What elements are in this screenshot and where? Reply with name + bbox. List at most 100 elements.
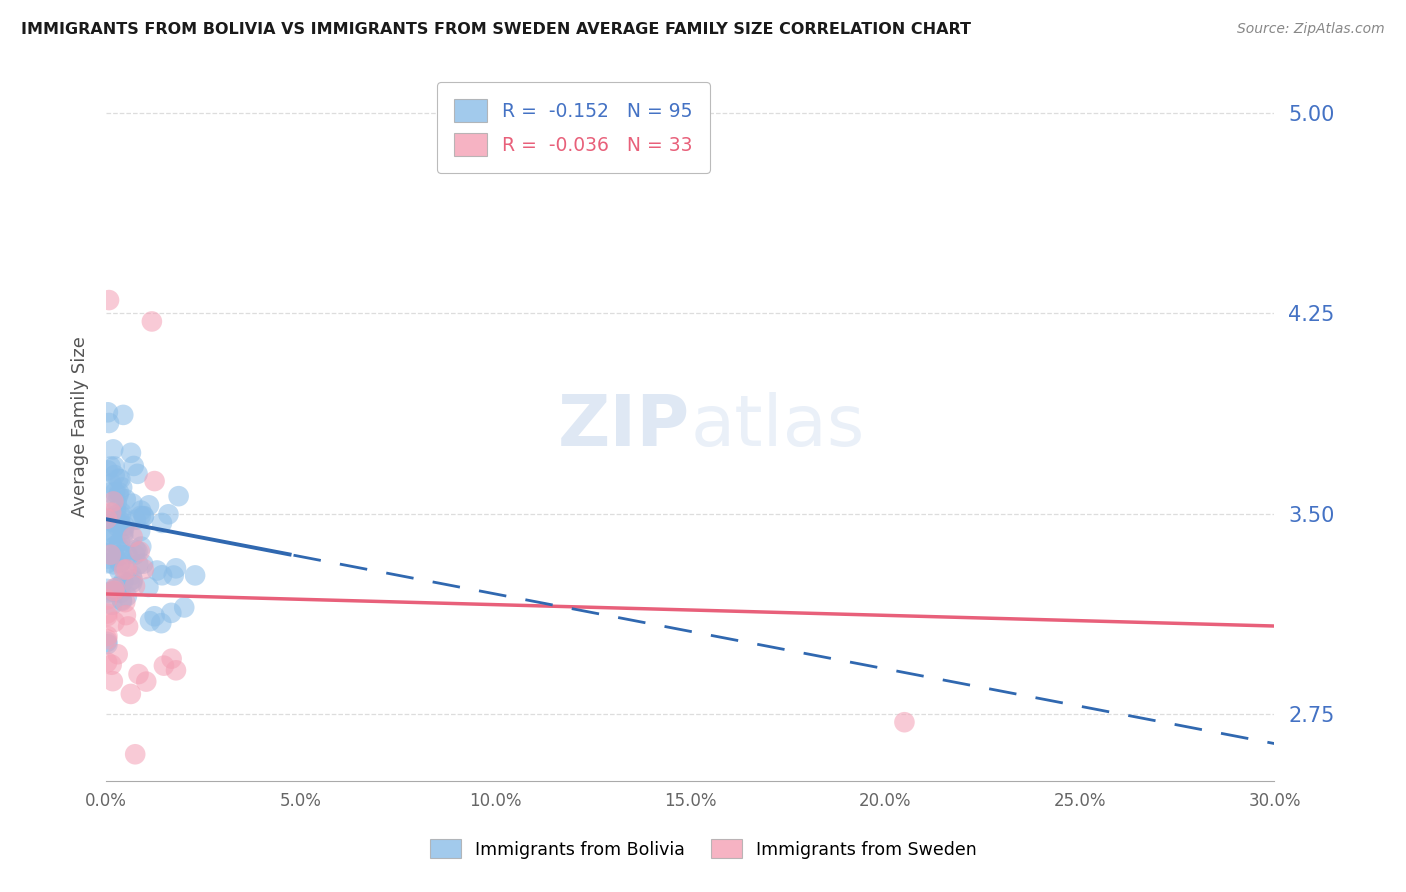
Point [121,497,143,511]
Point [104,468,127,483]
Point [97,551,120,566]
Point [96,582,118,596]
Point [98,485,121,500]
Point [165,663,187,677]
Point [150,568,173,582]
Point [150,516,173,530]
Point [117,548,139,562]
Point [173,600,195,615]
Point [107,540,129,554]
Point [103,516,125,530]
Point [121,573,143,587]
Point [96,632,118,647]
Point [103,584,125,599]
Point [157,508,180,522]
Point [160,606,183,620]
Point [129,540,152,554]
Point [184,568,207,582]
Point [105,580,128,594]
Point [96,592,118,607]
Point [100,506,122,520]
Point [112,574,135,589]
Point [110,585,132,599]
Point [96,656,118,670]
Point [110,472,132,486]
Text: IMMIGRANTS FROM BOLIVIA VS IMMIGRANTS FROM SWEDEN AVERAGE FAMILY SIZE CORRELATIO: IMMIGRANTS FROM BOLIVIA VS IMMIGRANTS FR… [21,22,972,37]
Point [138,499,160,513]
Point [110,555,132,569]
Point [115,562,138,576]
Point [114,595,136,609]
Point [150,616,173,631]
Point [100,541,122,555]
Point [97,463,120,477]
Point [105,538,128,552]
Point [96,607,118,621]
Point [100,548,122,562]
Point [101,584,124,599]
Point [100,459,122,474]
Point [107,516,129,531]
Point [118,574,141,589]
Point [110,508,132,523]
Text: Source: ZipAtlas.com: Source: ZipAtlas.com [1237,22,1385,37]
Y-axis label: Average Family Size: Average Family Size [72,336,89,517]
Point [110,579,132,593]
Point [98,511,121,525]
Point [105,508,128,522]
Point [96,637,118,651]
Text: ZIP: ZIP [558,392,690,461]
Point [98,416,121,430]
Point [96,634,118,648]
Point [98,523,121,537]
Point [163,568,186,582]
Point [114,492,136,507]
Point [146,564,169,578]
Text: atlas: atlas [690,392,865,461]
Point [108,564,131,578]
Point [112,529,135,543]
Point [108,557,131,571]
Point [124,747,146,762]
Point [98,528,121,542]
Point [103,549,125,564]
Point [129,503,152,517]
Point [103,494,125,508]
Point [121,575,143,590]
Point [107,647,129,661]
Point [97,405,120,419]
Point [114,519,136,533]
Point [103,526,125,541]
Point [101,674,124,689]
Point [112,563,135,577]
Point [96,512,118,526]
Point [108,485,131,500]
Point [125,513,148,527]
Point [139,614,162,628]
Point [107,488,129,502]
Point [132,562,155,576]
Point [120,687,142,701]
Point [110,548,132,562]
Point [112,408,135,422]
Point [153,658,176,673]
Point [104,581,127,595]
Point [100,476,122,491]
Point [141,314,163,328]
Point [105,519,128,533]
Point [124,548,146,562]
Point [117,619,139,633]
Point [135,674,157,689]
Point [110,506,132,520]
Point [104,504,127,518]
Point [96,609,118,624]
Point [103,583,125,598]
Point [132,509,155,524]
Point [129,524,152,538]
Point [129,508,152,523]
Point [122,458,145,473]
Point [120,446,142,460]
Point [138,580,160,594]
Point [111,594,134,608]
Point [127,467,149,481]
